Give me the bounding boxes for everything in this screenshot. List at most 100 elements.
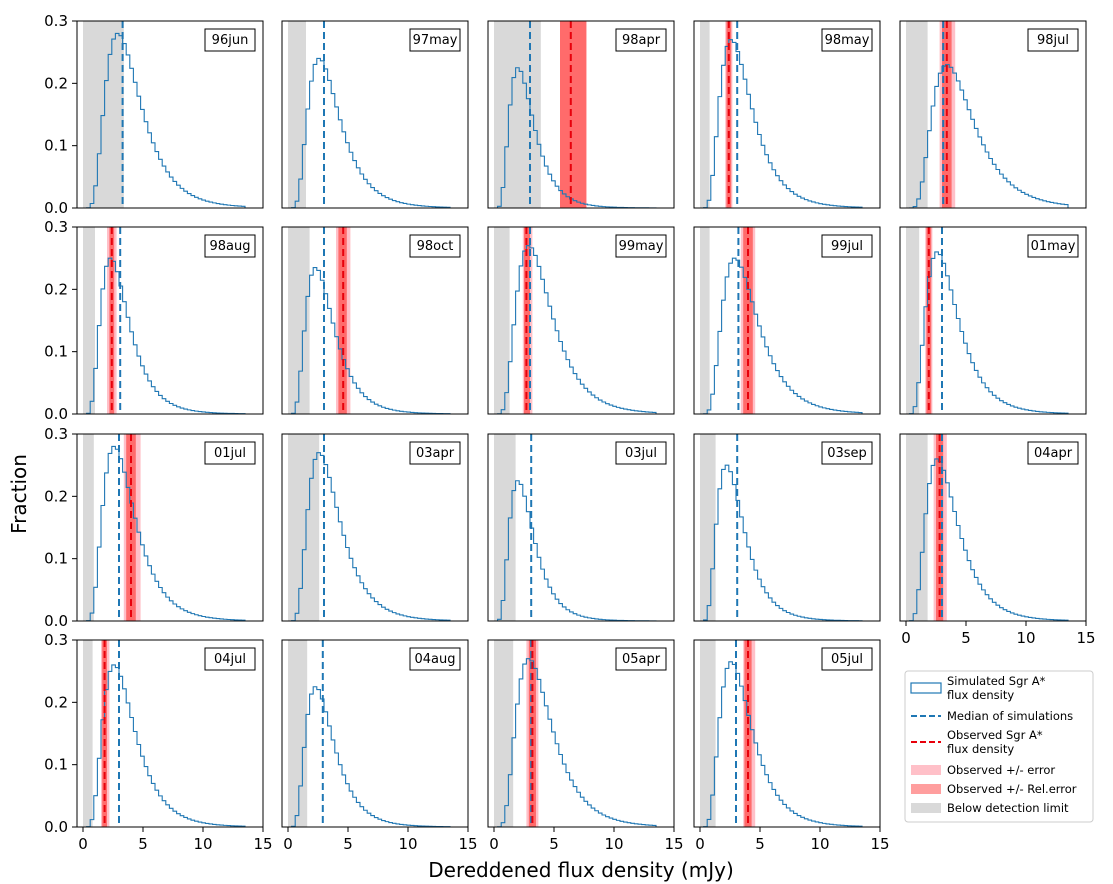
detection-limit-band bbox=[906, 21, 928, 208]
detection-limit-band bbox=[83, 434, 94, 621]
x-axis-title: Dereddened flux density (mJy) bbox=[428, 858, 734, 882]
y-tick-label: 0.3 bbox=[44, 218, 68, 236]
detection-limit-band bbox=[700, 227, 710, 414]
x-tick-label: 5 bbox=[755, 835, 765, 853]
y-tick-label: 0.2 bbox=[44, 74, 68, 92]
x-tick-label: 5 bbox=[343, 835, 353, 853]
detection-limit-band bbox=[83, 21, 124, 208]
x-tick-label: 0 bbox=[283, 835, 293, 853]
panel-frame bbox=[693, 433, 881, 622]
epoch-label-box bbox=[821, 647, 873, 671]
panel-05jul: 05jul 0 5 10 15 bbox=[693, 639, 890, 853]
y-axis-title: Fraction bbox=[7, 454, 31, 534]
epoch-label: 05jul bbox=[831, 652, 863, 667]
x-tick-label: 5 bbox=[549, 835, 559, 853]
panels-layer: 96jun 0.0 0.1 0.2 0.3 97may 98apr 98may 98jul 98a… bbox=[44, 12, 1095, 853]
epoch-label: 03jul bbox=[625, 446, 657, 461]
x-tick-label: 15 bbox=[664, 835, 683, 853]
epoch-label-box bbox=[1027, 28, 1079, 52]
panel-frame bbox=[899, 433, 1087, 622]
legend-swatch bbox=[910, 682, 942, 694]
legend-label: Observed +/- Rel.error bbox=[947, 782, 1077, 796]
panel-04jul: 04jul 0.0 0.1 0.2 0.3 0 5 10 15 bbox=[44, 631, 272, 853]
panel-98jul: 98jul bbox=[899, 20, 1087, 209]
legend-label: Observed Sgr A* flux density bbox=[947, 728, 1043, 756]
y-tick-label: 0.1 bbox=[44, 343, 68, 361]
panel-frame bbox=[487, 226, 675, 415]
epoch-label-box bbox=[1027, 441, 1079, 465]
panel-frame bbox=[281, 226, 469, 415]
legend-label: Simulated Sgr A* flux density bbox=[947, 674, 1046, 702]
epoch-label-box bbox=[821, 28, 873, 52]
epoch-label-box bbox=[204, 647, 256, 671]
epoch-label-box bbox=[615, 234, 667, 258]
epoch-label: 98jul bbox=[1037, 33, 1069, 48]
simulated-histogram bbox=[494, 658, 657, 828]
epoch-label-box bbox=[1027, 234, 1079, 258]
x-tick-label: 15 bbox=[870, 835, 889, 853]
y-tick-label: 0.1 bbox=[44, 137, 68, 155]
simulated-histogram bbox=[494, 480, 657, 622]
x-tick-label: 15 bbox=[253, 835, 272, 853]
y-tick-label: 0.0 bbox=[44, 405, 68, 423]
panel-frame bbox=[76, 639, 264, 828]
epoch-label-box bbox=[615, 647, 667, 671]
x-tick-label: 10 bbox=[604, 835, 623, 853]
detection-limit-band bbox=[83, 640, 93, 827]
detection-limit-band bbox=[288, 640, 308, 827]
panel-99may: 99may bbox=[487, 226, 675, 415]
panel-98aug: 98aug 0.0 0.1 0.2 0.3 bbox=[44, 218, 264, 423]
detection-limit-band bbox=[906, 434, 928, 621]
panel-frame bbox=[487, 639, 675, 828]
detection-limit-band bbox=[494, 640, 514, 827]
y-tick-label: 0.2 bbox=[44, 487, 68, 505]
panel-frame bbox=[693, 226, 881, 415]
panel-frame bbox=[487, 433, 675, 622]
legend-frame bbox=[904, 670, 1094, 823]
epoch-label: 04aug bbox=[415, 652, 456, 667]
x-tick-label: 10 bbox=[398, 835, 417, 853]
simulated-histogram bbox=[700, 464, 863, 622]
legend-label: Median of simulations bbox=[947, 709, 1073, 723]
panel-03apr: 03apr bbox=[281, 433, 469, 622]
epoch-label: 01jul bbox=[214, 446, 246, 461]
epoch-label: 01may bbox=[1031, 239, 1076, 254]
panel-frame bbox=[693, 20, 881, 209]
legend-swatch bbox=[911, 784, 941, 794]
panel-98apr: 98apr bbox=[487, 20, 675, 209]
simulated-histogram bbox=[906, 64, 1069, 209]
panel-01jul: 01jul 0.0 0.1 0.2 0.3 bbox=[44, 425, 264, 630]
detection-limit-band bbox=[83, 227, 95, 414]
y-tick-label: 0.3 bbox=[44, 631, 68, 649]
epoch-label: 03apr bbox=[416, 446, 455, 461]
x-tick-label: 10 bbox=[810, 835, 829, 853]
panel-frame bbox=[693, 639, 881, 828]
detection-limit-band bbox=[494, 21, 541, 208]
panel-frame bbox=[281, 433, 469, 622]
epoch-label: 04apr bbox=[1034, 446, 1073, 461]
panel-frame bbox=[76, 433, 264, 622]
simulated-histogram bbox=[494, 245, 657, 415]
x-tick-label: 15 bbox=[1076, 629, 1095, 647]
detection-limit-band bbox=[906, 227, 920, 414]
x-tick-label: 5 bbox=[138, 835, 148, 853]
panel-frame bbox=[899, 20, 1087, 209]
simulated-histogram bbox=[83, 664, 246, 828]
panel-96jun: 96jun 0.0 0.1 0.2 0.3 bbox=[44, 12, 264, 217]
panel-98oct: 98oct bbox=[281, 226, 469, 415]
y-tick-label: 0.0 bbox=[44, 818, 68, 836]
simulated-histogram bbox=[83, 32, 246, 209]
y-tick-label: 0.2 bbox=[44, 693, 68, 711]
simulated-histogram bbox=[83, 257, 246, 415]
epoch-label-box bbox=[409, 441, 461, 465]
epoch-label: 96jun bbox=[212, 33, 249, 48]
legend-label: Observed +/- error bbox=[947, 763, 1055, 777]
panel-frame bbox=[76, 20, 264, 209]
simulated-histogram bbox=[288, 57, 451, 209]
panel-frame bbox=[899, 226, 1087, 415]
panel-frame bbox=[281, 639, 469, 828]
observed-relerror-band bbox=[560, 21, 587, 208]
panel-04aug: 04aug 0 5 10 15 bbox=[281, 639, 478, 853]
y-tick-label: 0.3 bbox=[44, 12, 68, 30]
epoch-label: 03sep bbox=[827, 446, 867, 461]
